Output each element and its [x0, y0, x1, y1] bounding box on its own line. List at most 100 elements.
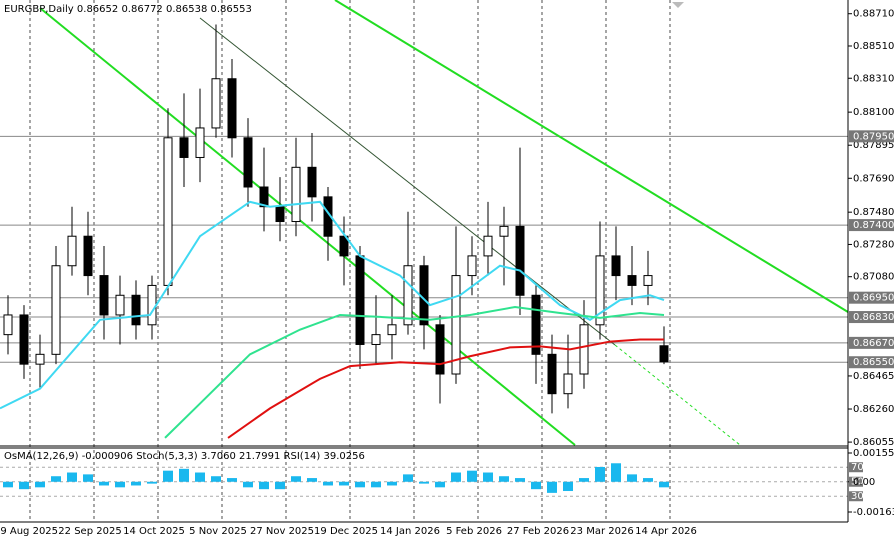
osma-bar [595, 466, 605, 482]
osma-bar [83, 474, 93, 482]
candle-body [3, 314, 13, 336]
candle-body [243, 137, 253, 188]
candle-body [643, 275, 653, 286]
x-tick-label: 19 Dec 2025 [314, 526, 378, 537]
candle-body [115, 294, 125, 316]
level-label: 0.87950 [853, 131, 894, 142]
osma-bar [291, 476, 301, 482]
level-tag [849, 130, 894, 143]
candle-body [195, 127, 205, 158]
candle-body [451, 275, 461, 375]
osma-bar [195, 472, 205, 482]
osma-bar [51, 476, 61, 482]
pane-title: OsMA(12,26,9) -0.000906 Stoch(5,3,3) 3.7… [4, 451, 365, 462]
y-tick-label: 0.87280 [853, 239, 894, 250]
candle-body [51, 265, 61, 355]
candle-body [579, 324, 589, 375]
level-tag [849, 291, 894, 304]
x-tick-label: 27 Nov 2025 [250, 526, 314, 537]
osma-bar [531, 481, 541, 490]
trend-line [39, 7, 576, 446]
osma-bar [115, 481, 125, 488]
candle-body [179, 137, 189, 158]
osma-bar [435, 481, 445, 488]
y-tick-label: 0.86260 [853, 404, 894, 415]
x-tick-label: 5 Nov 2025 [189, 526, 247, 537]
symbol: EURGBP,Daily 0.86652 0.86772 0.86538 0.8… [4, 4, 252, 15]
osma-bar [67, 472, 77, 482]
quote: 0.86652 0.86772 0.86538 0.86553 [77, 4, 252, 15]
level-label: 0.86950 [853, 293, 894, 304]
osma-bar [227, 478, 237, 482]
osma-bar [371, 481, 381, 488]
osma-bar [387, 481, 397, 486]
moving-average [164, 306, 665, 439]
candle-body [131, 294, 141, 326]
candle-body [595, 255, 605, 326]
level-label: 0.86830 [853, 312, 894, 323]
candle-body [19, 314, 29, 365]
level-tag [849, 356, 894, 369]
candle-body [35, 353, 45, 365]
osma-bar [419, 481, 429, 484]
stoch-level-label: 70 [851, 462, 864, 473]
y-tick-label: 0.87690 [853, 173, 894, 184]
osma-bar [339, 481, 349, 486]
osma-bar [179, 468, 189, 482]
candle-body [99, 275, 109, 316]
moving-average [227, 338, 664, 439]
osma-bar [515, 478, 525, 482]
osma-bar [243, 481, 253, 488]
candle-body [275, 206, 285, 223]
candle-body [355, 255, 365, 345]
candle-body [531, 294, 541, 355]
osma-bar [355, 481, 365, 488]
candle-body [403, 265, 413, 326]
osma-bar [211, 476, 221, 482]
y-tick-label: 0.87480 [853, 207, 894, 218]
candle-body [211, 78, 221, 129]
candle-body [163, 137, 173, 286]
y-tick-label: 0.87080 [853, 272, 894, 283]
x-tick-label: 14 Apr 2026 [635, 526, 697, 537]
osma-bar [659, 481, 669, 488]
candle-body [547, 353, 557, 395]
candle-body [147, 284, 157, 326]
candle-body [515, 225, 525, 296]
osma-bar [483, 472, 493, 482]
candle-body [67, 235, 77, 267]
level-tag [849, 336, 894, 349]
osma-bar [3, 481, 13, 488]
osma-bar [403, 474, 413, 482]
candle-body [467, 255, 477, 277]
osma-bar [579, 478, 589, 482]
osma-bar [35, 481, 45, 488]
candle-body [563, 373, 573, 395]
osma-bar [147, 481, 157, 484]
osma-bar [611, 463, 621, 482]
moving-average [0, 200, 665, 410]
stoch-level-label: 30 [851, 491, 864, 502]
candle-body [659, 345, 669, 363]
x-tick-label: 14 Oct 2025 [123, 526, 185, 537]
candle-body [371, 334, 381, 345]
osma-bar [627, 474, 637, 482]
level-label: 0.87400 [853, 220, 894, 231]
stoch-level-label: 50 [851, 477, 864, 488]
osma-bar [307, 478, 317, 482]
level-label: 0.86550 [853, 357, 894, 368]
symbol-name: EURGBP,Daily [4, 4, 74, 15]
x-tick-label: 23 Mar 2026 [570, 526, 633, 537]
osma-bar [259, 481, 269, 490]
x-tick-label: 5 Feb 2026 [446, 526, 502, 537]
y-tick-label: 0.88100 [853, 107, 894, 118]
level-label: 0.86670 [853, 338, 894, 349]
x-tick-label: 22 Sep 2025 [58, 526, 121, 537]
osma-bar [99, 481, 109, 486]
y-tick-label: 0.88510 [853, 41, 894, 52]
candle-body [611, 255, 621, 277]
osma-bar [275, 481, 285, 490]
osma-bar [499, 476, 509, 482]
osma-bar [467, 470, 477, 482]
